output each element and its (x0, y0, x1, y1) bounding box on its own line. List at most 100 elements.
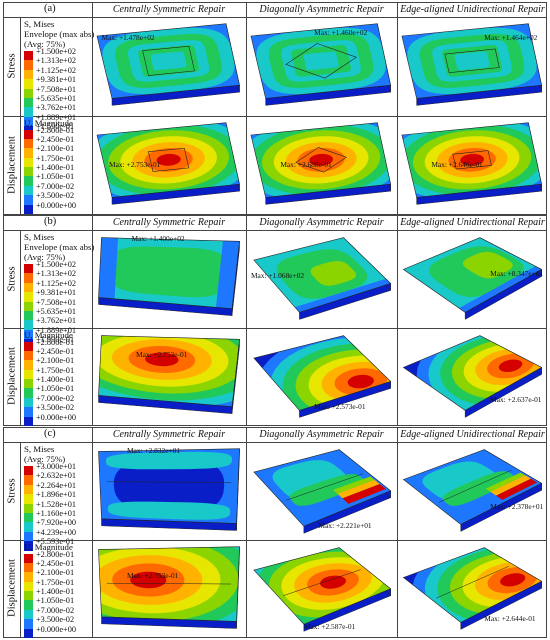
legend-tick: +2.800e-01 (36, 125, 75, 135)
fe-model (250, 121, 391, 205)
legend-tick: +0.000e+00 (36, 200, 77, 210)
panel-1: (b) Centrally Symmetric Repair Diagonally … (3, 215, 547, 427)
color-swatch (24, 107, 33, 117)
max-label: Max: +1.400e+02 (131, 233, 185, 243)
legend-tick: +2.800e-01 (36, 549, 75, 559)
color-swatch (24, 379, 33, 389)
column-divider (246, 3, 247, 214)
header-divider (4, 17, 546, 18)
plate-outline (96, 121, 240, 198)
color-swatch (24, 388, 33, 398)
legend: U, Magnitude +2.800e-01 +2.450e-01 +2.100e-… (24, 118, 77, 215)
legend-tick: +1.125e+02 (36, 278, 77, 288)
legend-tick: +5.635e+01 (36, 93, 77, 103)
column-header: Centrally Symmetric Repair (112, 4, 226, 15)
legend-tick: +2.264e+01 (36, 480, 77, 490)
fe-model (253, 237, 392, 320)
color-swatch (24, 531, 33, 542)
fe-model (250, 23, 391, 106)
fe-model (98, 448, 240, 531)
max-label: Max: +2.753e-01 (136, 350, 188, 360)
contour-plot: Max: +2.644e-01 (399, 542, 546, 636)
color-swatch (24, 60, 33, 70)
color-swatch (24, 310, 33, 321)
max-label: Max: +2.646e-01 (431, 160, 483, 170)
fe-model (402, 546, 543, 630)
legend-tick: +1.050e-01 (36, 596, 75, 606)
color-swatch (24, 148, 33, 158)
plate-outline (253, 546, 392, 625)
max-label: Max: +1.068e+02 (250, 271, 305, 281)
legend-tick: +3.000e+01 (36, 462, 77, 471)
color-swatch (24, 475, 33, 485)
row-label-divider (20, 442, 21, 637)
max-label: Max: +2.587e-01 (303, 621, 356, 631)
contour-plot: Max: +8.347e+01 (399, 232, 546, 326)
row-divider (4, 327, 546, 329)
legend-tick: +3.762e+01 (36, 316, 77, 326)
column-divider (92, 3, 93, 214)
legend-tick: +1.750e-01 (36, 365, 75, 375)
panel-label: (a) (44, 3, 56, 14)
legend-title: Envelope (max abs) (24, 29, 95, 39)
color-swatch (24, 138, 33, 149)
column-divider (92, 428, 93, 637)
plate-outline (253, 449, 392, 527)
legend: U, Magnitude +2.800e-01 +2.450e-01 +2.100e-… (24, 329, 76, 427)
legend-tick: +1.750e-01 (36, 153, 75, 163)
contour-plot: Max: +1.464e+02 (399, 19, 546, 114)
legend-tick: +1.050e-01 (36, 172, 75, 182)
max-label: Max: +1.478e+02 (101, 33, 155, 43)
legend-tick: +9.381e+01 (36, 288, 77, 298)
fe-model (98, 334, 240, 414)
color-swatch (24, 273, 33, 283)
legend: S, Mises (Avg: 75%) +3.000e+01 +2.632e+01 +2… (24, 444, 76, 551)
legend-title: (Avg: 75%) (24, 252, 66, 262)
max-label: Max: +2.688e-01 (280, 160, 332, 170)
contour-plot: Max: +2.646e-01 (399, 118, 546, 213)
legend-tick: +1.400e-01 (36, 375, 75, 385)
color-swatch (24, 176, 33, 186)
color-swatch (24, 619, 33, 629)
column-divider (246, 428, 247, 637)
color-scale: +2.800e-01 +2.450e-01 +2.100e-01 +1.750e-01… (24, 550, 76, 639)
legend-title: U, Magnitude (24, 329, 73, 340)
plate-outline (253, 237, 392, 313)
contour-plot: Max: +2.378e+01 (399, 444, 546, 538)
color-swatch (24, 97, 33, 108)
legend-tick: +2.632e+01 (36, 471, 77, 481)
contour-plot: Max: +1.478e+02 (94, 19, 244, 114)
plate-outline (401, 121, 542, 198)
legend-tick: +3.762e+01 (36, 103, 77, 113)
contour-plot: Max: +1.068e+02 (248, 232, 395, 326)
contour-plot: Max: +2.587e-01 (248, 542, 395, 636)
legend-tick: +1.889e+01 (36, 112, 77, 122)
row-label-displacement: Displacement (6, 135, 18, 194)
column-divider (397, 216, 398, 425)
plate-outline (98, 545, 240, 622)
color-swatch (24, 572, 33, 582)
color-swatch (24, 320, 33, 330)
legend-title: S, Mises (24, 19, 55, 29)
plate-outline (250, 121, 391, 198)
color-swatch (24, 167, 33, 177)
color-swatch (24, 204, 33, 215)
color-swatch (24, 157, 33, 168)
legend-title: S, Mises (24, 232, 55, 242)
color-swatch (24, 562, 33, 573)
color-swatch (24, 591, 33, 601)
plate-repair-patch (285, 43, 357, 79)
header-divider (4, 230, 546, 231)
legend-tick: +1.889e+01 (36, 325, 77, 335)
row-divider (4, 539, 546, 541)
color-swatch (24, 51, 33, 61)
plate-outline (98, 237, 240, 309)
row-label-stress: Stress (6, 266, 18, 292)
color-swatch (24, 282, 33, 293)
color-swatch (24, 185, 33, 196)
legend-title: (Avg: 75%) (24, 454, 66, 464)
contour-plot: Max: +1.400e+02 (94, 232, 244, 326)
row-divider (4, 115, 546, 117)
color-swatch (24, 466, 33, 476)
max-label: Max: +2.753e-01 (127, 571, 179, 581)
